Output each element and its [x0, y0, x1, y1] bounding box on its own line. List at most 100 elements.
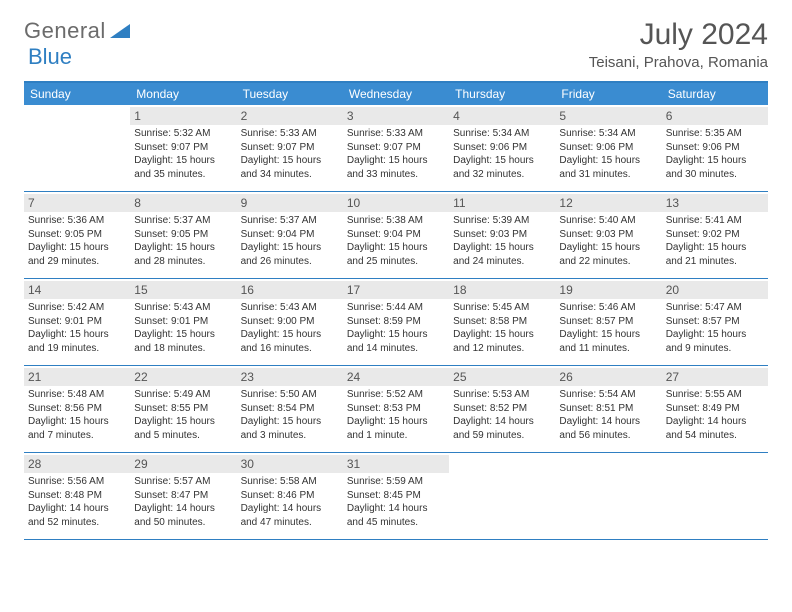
daylight-text: Daylight: 14 hours — [28, 502, 126, 516]
sunset-text: Sunset: 9:06 PM — [666, 141, 764, 155]
day-cell: 29Sunrise: 5:57 AMSunset: 8:47 PMDayligh… — [130, 453, 236, 539]
daylight-text: and 32 minutes. — [453, 168, 551, 182]
calendar-page: General July 2024 Teisani, Prahova, Roma… — [0, 0, 792, 550]
day-number: 15 — [130, 281, 236, 299]
sunrise-text: Sunrise: 5:47 AM — [666, 301, 764, 315]
day-cell: 2Sunrise: 5:33 AMSunset: 9:07 PMDaylight… — [237, 105, 343, 191]
daylight-text: Daylight: 15 hours — [347, 328, 445, 342]
sunset-text: Sunset: 8:55 PM — [134, 402, 232, 416]
daylight-text: Daylight: 14 hours — [241, 502, 339, 516]
daylight-text: Daylight: 15 hours — [28, 328, 126, 342]
sunrise-text: Sunrise: 5:49 AM — [134, 388, 232, 402]
day-cell: 1Sunrise: 5:32 AMSunset: 9:07 PMDaylight… — [130, 105, 236, 191]
daylight-text: Daylight: 15 hours — [453, 241, 551, 255]
day-cell: 14Sunrise: 5:42 AMSunset: 9:01 PMDayligh… — [24, 279, 130, 365]
daylight-text: and 12 minutes. — [453, 342, 551, 356]
daylight-text: and 59 minutes. — [453, 429, 551, 443]
day-cell: 18Sunrise: 5:45 AMSunset: 8:58 PMDayligh… — [449, 279, 555, 365]
day-number: 6 — [662, 107, 768, 125]
day-cell — [662, 453, 768, 539]
dow-sat: Saturday — [662, 83, 768, 105]
sunset-text: Sunset: 8:52 PM — [453, 402, 551, 416]
day-cell: 31Sunrise: 5:59 AMSunset: 8:45 PMDayligh… — [343, 453, 449, 539]
week-row: 28Sunrise: 5:56 AMSunset: 8:48 PMDayligh… — [24, 453, 768, 540]
daylight-text: Daylight: 15 hours — [241, 415, 339, 429]
sunrise-text: Sunrise: 5:54 AM — [559, 388, 657, 402]
day-cell: 4Sunrise: 5:34 AMSunset: 9:06 PMDaylight… — [449, 105, 555, 191]
sunset-text: Sunset: 8:46 PM — [241, 489, 339, 503]
day-number: 12 — [555, 194, 661, 212]
sunrise-text: Sunrise: 5:40 AM — [559, 214, 657, 228]
daylight-text: Daylight: 14 hours — [134, 502, 232, 516]
sunset-text: Sunset: 8:49 PM — [666, 402, 764, 416]
sunrise-text: Sunrise: 5:50 AM — [241, 388, 339, 402]
daylight-text: and 5 minutes. — [134, 429, 232, 443]
sunset-text: Sunset: 8:57 PM — [666, 315, 764, 329]
daylight-text: and 30 minutes. — [666, 168, 764, 182]
day-number: 1 — [130, 107, 236, 125]
day-number: 16 — [237, 281, 343, 299]
day-number: 23 — [237, 368, 343, 386]
sunset-text: Sunset: 9:04 PM — [347, 228, 445, 242]
sunset-text: Sunset: 9:04 PM — [241, 228, 339, 242]
day-cell: 6Sunrise: 5:35 AMSunset: 9:06 PMDaylight… — [662, 105, 768, 191]
day-number: 14 — [24, 281, 130, 299]
day-number: 5 — [555, 107, 661, 125]
day-cell: 12Sunrise: 5:40 AMSunset: 9:03 PMDayligh… — [555, 192, 661, 278]
day-cell: 7Sunrise: 5:36 AMSunset: 9:05 PMDaylight… — [24, 192, 130, 278]
day-number: 30 — [237, 455, 343, 473]
sunset-text: Sunset: 9:06 PM — [559, 141, 657, 155]
dow-sun: Sunday — [24, 83, 130, 105]
day-cell — [24, 105, 130, 191]
daylight-text: and 11 minutes. — [559, 342, 657, 356]
daylight-text: Daylight: 15 hours — [453, 328, 551, 342]
sunset-text: Sunset: 9:07 PM — [241, 141, 339, 155]
daylight-text: and 9 minutes. — [666, 342, 764, 356]
dow-row: Sunday Monday Tuesday Wednesday Thursday… — [24, 83, 768, 105]
dow-mon: Monday — [130, 83, 236, 105]
sunset-text: Sunset: 9:07 PM — [347, 141, 445, 155]
sunset-text: Sunset: 9:07 PM — [134, 141, 232, 155]
day-number: 22 — [130, 368, 236, 386]
day-cell: 25Sunrise: 5:53 AMSunset: 8:52 PMDayligh… — [449, 366, 555, 452]
day-cell: 3Sunrise: 5:33 AMSunset: 9:07 PMDaylight… — [343, 105, 449, 191]
daylight-text: and 47 minutes. — [241, 516, 339, 530]
sunrise-text: Sunrise: 5:43 AM — [134, 301, 232, 315]
daylight-text: Daylight: 15 hours — [559, 241, 657, 255]
daylight-text: Daylight: 14 hours — [453, 415, 551, 429]
daylight-text: Daylight: 15 hours — [347, 154, 445, 168]
day-number: 26 — [555, 368, 661, 386]
sunrise-text: Sunrise: 5:32 AM — [134, 127, 232, 141]
day-cell: 13Sunrise: 5:41 AMSunset: 9:02 PMDayligh… — [662, 192, 768, 278]
header: General July 2024 Teisani, Prahova, Roma… — [24, 18, 768, 71]
day-cell: 15Sunrise: 5:43 AMSunset: 9:01 PMDayligh… — [130, 279, 236, 365]
daylight-text: Daylight: 15 hours — [241, 328, 339, 342]
day-cell: 9Sunrise: 5:37 AMSunset: 9:04 PMDaylight… — [237, 192, 343, 278]
sunrise-text: Sunrise: 5:44 AM — [347, 301, 445, 315]
daylight-text: and 22 minutes. — [559, 255, 657, 269]
day-cell: 30Sunrise: 5:58 AMSunset: 8:46 PMDayligh… — [237, 453, 343, 539]
daylight-text: Daylight: 15 hours — [347, 415, 445, 429]
daylight-text: and 33 minutes. — [347, 168, 445, 182]
daylight-text: and 52 minutes. — [28, 516, 126, 530]
day-number: 29 — [130, 455, 236, 473]
daylight-text: Daylight: 15 hours — [666, 328, 764, 342]
day-number: 4 — [449, 107, 555, 125]
day-number: 18 — [449, 281, 555, 299]
sunrise-text: Sunrise: 5:57 AM — [134, 475, 232, 489]
day-number: 8 — [130, 194, 236, 212]
day-cell: 5Sunrise: 5:34 AMSunset: 9:06 PMDaylight… — [555, 105, 661, 191]
daylight-text: and 16 minutes. — [241, 342, 339, 356]
daylight-text: and 34 minutes. — [241, 168, 339, 182]
daylight-text: and 21 minutes. — [666, 255, 764, 269]
day-number: 24 — [343, 368, 449, 386]
daylight-text: Daylight: 14 hours — [347, 502, 445, 516]
dow-tue: Tuesday — [237, 83, 343, 105]
day-cell: 28Sunrise: 5:56 AMSunset: 8:48 PMDayligh… — [24, 453, 130, 539]
day-cell: 26Sunrise: 5:54 AMSunset: 8:51 PMDayligh… — [555, 366, 661, 452]
sunrise-text: Sunrise: 5:34 AM — [559, 127, 657, 141]
daylight-text: Daylight: 15 hours — [453, 154, 551, 168]
daylight-text: and 14 minutes. — [347, 342, 445, 356]
dow-fri: Friday — [555, 83, 661, 105]
day-number: 21 — [24, 368, 130, 386]
